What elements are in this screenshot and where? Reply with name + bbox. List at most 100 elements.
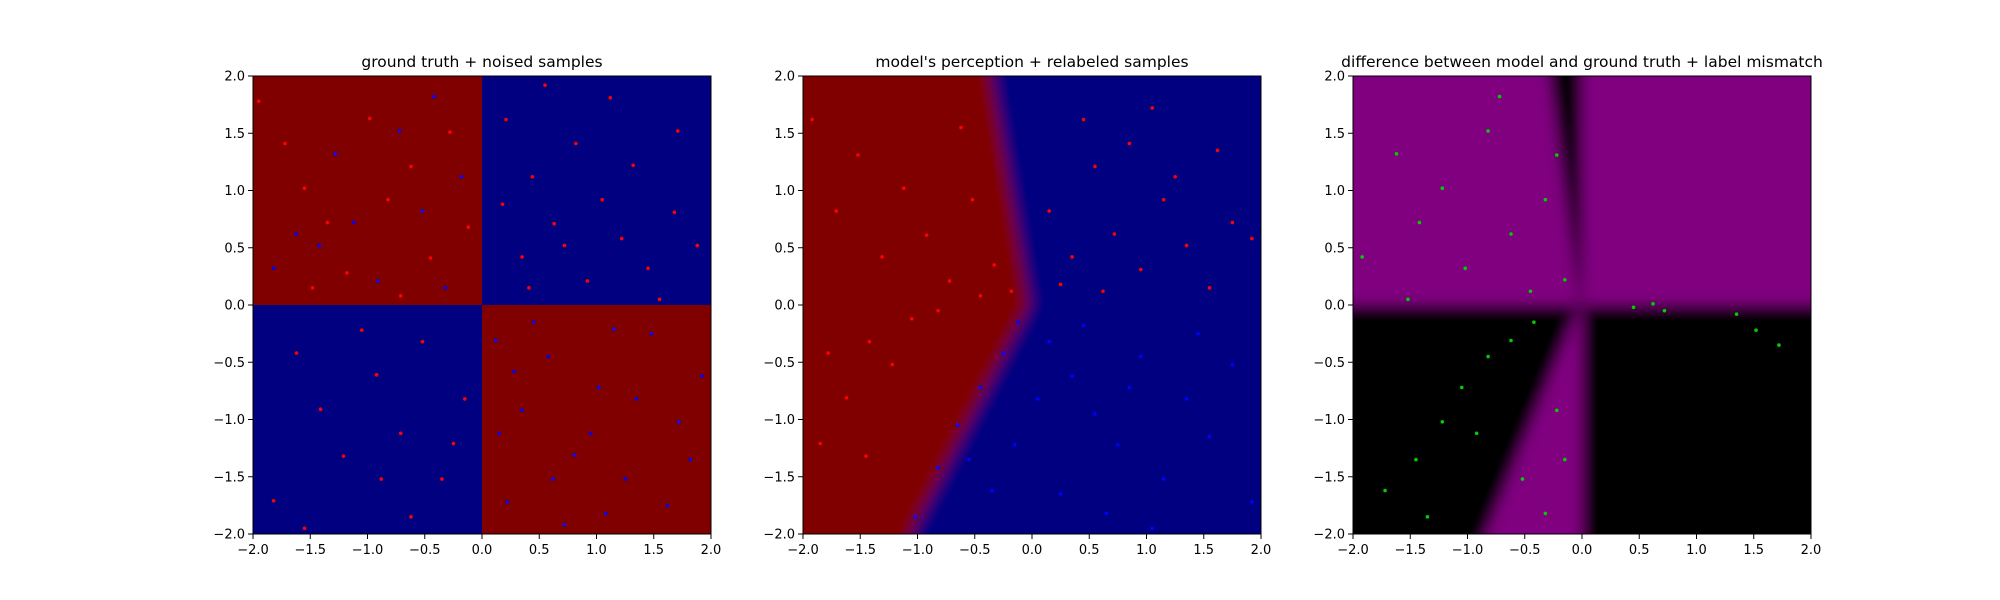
plot-background: [803, 76, 1261, 534]
scatter-point: [271, 498, 276, 503]
y-tick-label: 0.0: [224, 299, 245, 314]
scatter-point: [294, 232, 299, 236]
x-tick-label: 1.5: [643, 543, 664, 558]
y-tick-label: 0.5: [1324, 241, 1345, 256]
scatter-point: [1081, 117, 1086, 122]
background-region: [253, 76, 482, 305]
scatter-point: [936, 465, 940, 470]
scatter-point: [867, 339, 872, 344]
y-tick-label: −2.0: [213, 528, 245, 543]
scatter-point: [448, 130, 452, 134]
scatter-point: [256, 99, 261, 103]
scatter-point: [700, 374, 704, 378]
y-tick-label: −1.0: [763, 413, 795, 428]
scatter-point: [955, 423, 960, 428]
scatter-point: [603, 511, 608, 516]
scatter-point: [1207, 434, 1212, 439]
scatter-layer: [810, 106, 1254, 531]
scatter-point: [619, 236, 624, 241]
y-axis: −2.0 −1.5 −1.0 −0.5 0.0 0.5 1.0 1.5 2.0: [1313, 70, 1353, 543]
scatter-point: [294, 351, 299, 355]
scatter-point: [463, 397, 467, 401]
background-layer: [1353, 76, 1811, 534]
scatter-point: [1563, 457, 1567, 462]
scatter-point: [1093, 164, 1097, 169]
scatter-point: [623, 477, 627, 481]
x-tick-label: 0.0: [472, 543, 493, 558]
y-axis: −2.0 −1.5 −1.0 −0.5 0.0 0.5 1.0 1.5 2.0: [763, 70, 803, 543]
scatter-point: [1360, 255, 1364, 259]
region-mismatch: [1353, 76, 1580, 305]
scatter-point: [1230, 220, 1235, 225]
scatter-point: [967, 457, 971, 462]
x-tick-label: −0.5: [1509, 543, 1541, 558]
plot-background: [1353, 76, 1811, 534]
scatter-point: [1138, 267, 1143, 272]
scatter-point: [978, 294, 983, 298]
scatter-point: [1161, 477, 1166, 481]
scatter-point: [649, 331, 654, 336]
x-tick-label: −2.0: [787, 543, 819, 558]
y-tick-label: −1.0: [213, 413, 245, 428]
scatter-point: [1563, 278, 1567, 282]
scatter-point: [1463, 266, 1468, 271]
y-tick-label: 0.0: [1324, 299, 1345, 314]
x-tick-label: −1.0: [902, 543, 934, 558]
scatter-point: [880, 255, 884, 259]
scatter-point: [1101, 289, 1105, 294]
scatter-point: [531, 320, 536, 324]
scatter-point: [1104, 511, 1109, 516]
scatter-point: [1127, 385, 1132, 390]
scatter-point: [1230, 362, 1235, 367]
scatter-point: [552, 221, 556, 226]
scatter-point: [677, 419, 681, 424]
scatter-point: [376, 279, 380, 283]
scatter-point: [834, 209, 839, 213]
scatter-point: [890, 362, 895, 367]
scatter-point: [271, 266, 276, 271]
scatter-point: [596, 385, 601, 390]
scatter-point: [1532, 320, 1536, 324]
scatter-point: [1555, 153, 1559, 157]
y-tick-label: −0.5: [213, 356, 245, 371]
scatter-point: [1250, 236, 1254, 241]
scatter-point: [551, 477, 555, 481]
y-tick-label: 2.0: [774, 70, 795, 85]
background-region: [482, 76, 711, 305]
scatter-point: [317, 243, 322, 248]
panel-title: difference between model and ground trut…: [1341, 53, 1823, 71]
scatter-point: [497, 431, 501, 436]
scatter-layer: [1360, 94, 1781, 519]
x-tick-label: 0.5: [1629, 543, 1650, 558]
y-tick-label: 2.0: [1324, 70, 1345, 85]
scatter-point: [574, 141, 578, 146]
x-tick-label: 2.0: [1801, 543, 1822, 558]
scatter-point: [913, 515, 918, 519]
scatter-point: [818, 441, 822, 446]
scatter-point: [1150, 526, 1155, 531]
x-tick-label: 0.0: [1022, 543, 1043, 558]
scatter-point: [520, 255, 524, 259]
scatter-point: [546, 354, 551, 359]
scatter-point: [1184, 243, 1189, 248]
scatter-point: [398, 431, 403, 436]
scatter-point: [826, 351, 830, 355]
scatter-point: [1440, 186, 1445, 191]
region-mismatch: [1582, 76, 1811, 305]
y-tick-label: −0.5: [1313, 356, 1345, 371]
x-tick-label: 1.0: [1136, 543, 1157, 558]
scatter-point: [1440, 419, 1445, 424]
scatter-point: [1459, 385, 1464, 390]
scatter-point: [1173, 174, 1177, 179]
scatter-point: [844, 395, 849, 400]
y-tick-label: 2.0: [224, 70, 245, 85]
scatter-point: [1016, 320, 1021, 324]
scatter-point: [1777, 343, 1781, 347]
scatter-point: [1425, 515, 1430, 519]
scatter-point: [1013, 442, 1017, 447]
scatter-point: [1184, 397, 1189, 401]
x-tick-label: −0.5: [409, 543, 441, 558]
x-tick-label: 0.5: [1079, 543, 1100, 558]
scatter-point: [1058, 492, 1063, 496]
scatter-point: [1207, 286, 1212, 290]
